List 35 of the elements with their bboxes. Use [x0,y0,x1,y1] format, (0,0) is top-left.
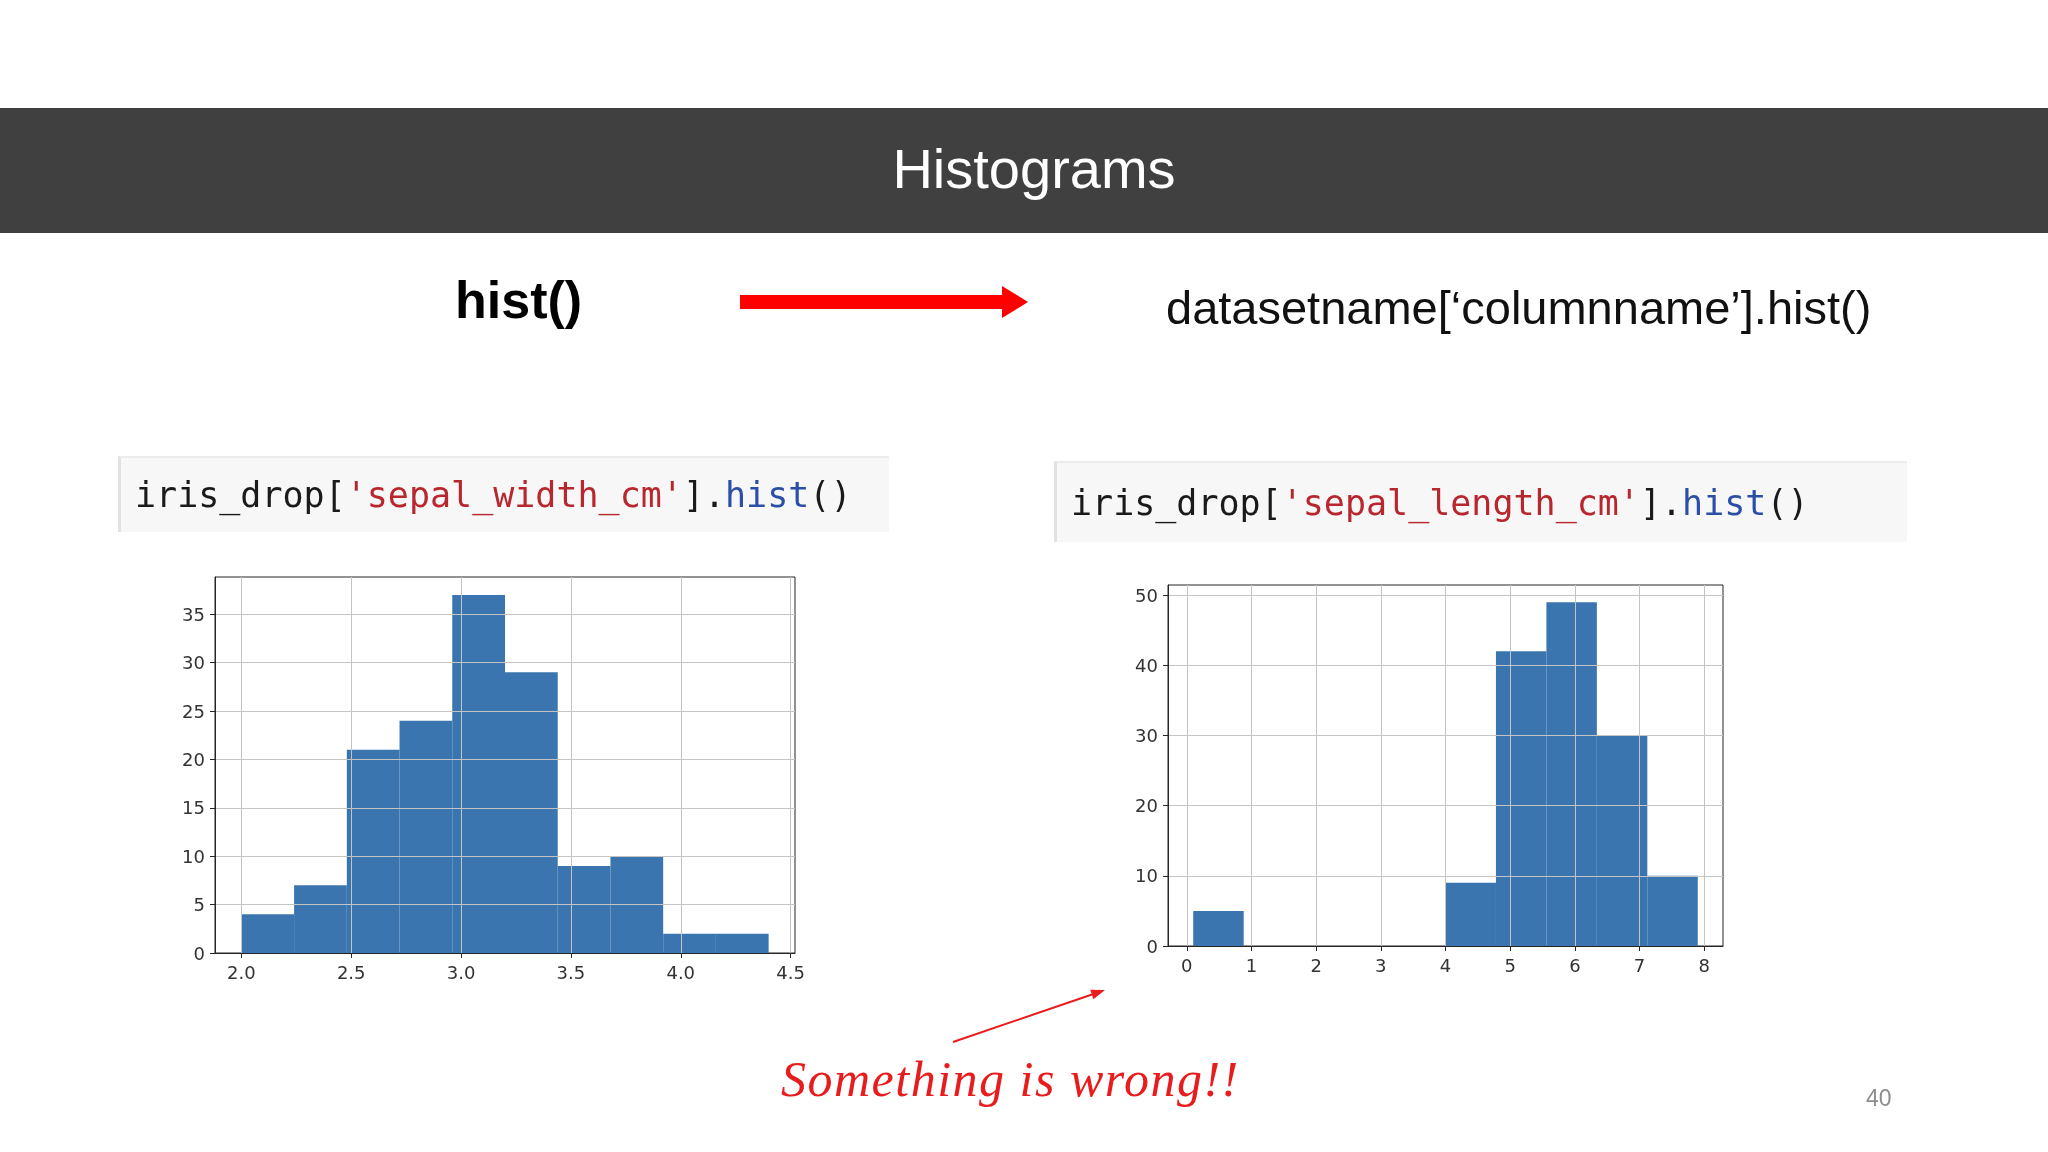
x-tick-label: 4.5 [776,961,805,983]
y-tick-label: 30 [182,652,205,674]
x-tick-label: 2 [1310,954,1322,976]
chart-title: iris_drop['sepal_width_cm'].hist() [135,475,852,515]
text: hist() [455,270,583,330]
y-tick-label: 10 [1135,865,1158,887]
x-tick-label: 3.5 [556,961,586,983]
x-tick-label: 4.0 [666,961,696,983]
y-tick-label: 20 [182,748,205,770]
text: Something is wrong!! [781,1050,1240,1108]
y-tick-label: 35 [182,603,205,625]
text: 40 [1866,1085,1892,1112]
y-tick-label: 5 [193,894,205,916]
y-tick-label: 30 [1135,725,1158,746]
x-tick-label: 3.0 [446,961,476,983]
y-tick-label: 25 [182,700,205,722]
x-tick-label: 5 [1504,954,1516,976]
y-tick-label: 0 [1146,935,1158,957]
x-tick-label: 3 [1375,954,1387,976]
x-tick-label: 2.0 [227,961,256,983]
text: datasetname[‘columnname’].hist() [1166,280,1872,335]
x-tick-label: 0 [1181,954,1193,976]
x-tick-label: 8 [1698,954,1710,976]
y-tick-label: 20 [1135,795,1158,817]
chart-title: iris_drop['sepal_length_cm'].hist() [1071,482,1809,523]
y-tick-label: 50 [1135,584,1158,606]
x-tick-label: 2.5 [336,961,366,983]
x-tick-label: 6 [1569,954,1581,976]
x-tick-label: 1 [1245,954,1258,976]
y-tick-label: 10 [182,845,205,867]
x-tick-label: 4 [1439,954,1452,976]
y-tick-label: 40 [1135,654,1158,676]
text: Histograms [891,136,1177,201]
y-tick-label: 15 [182,797,205,819]
x-tick-label: 7 [1633,954,1646,976]
